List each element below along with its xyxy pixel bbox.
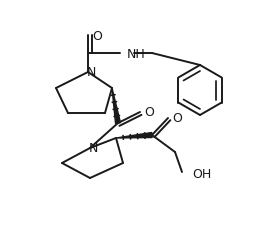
Text: O: O — [172, 112, 182, 124]
Text: OH: OH — [192, 167, 211, 181]
Polygon shape — [116, 132, 152, 138]
Text: N: N — [86, 67, 96, 80]
Polygon shape — [112, 88, 120, 123]
Text: O: O — [92, 30, 102, 42]
Text: N: N — [88, 142, 98, 155]
Text: NH: NH — [127, 48, 146, 61]
Text: O: O — [144, 105, 154, 119]
